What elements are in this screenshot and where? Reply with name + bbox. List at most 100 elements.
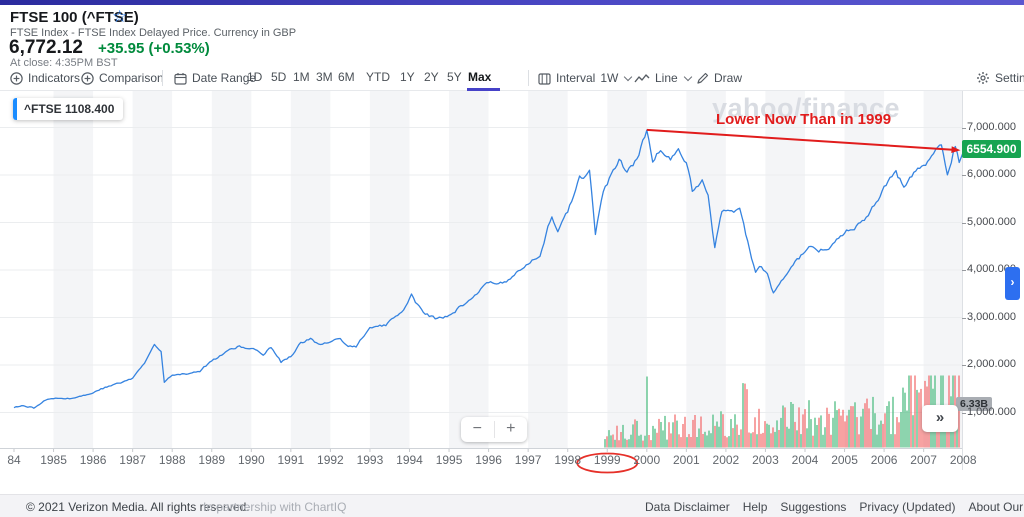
- footer-link[interactable]: Help: [742, 500, 768, 514]
- y-axis-tick: [962, 127, 966, 129]
- x-axis-label: 1999: [593, 453, 621, 467]
- settings-label: Settings: [995, 71, 1024, 85]
- interval-dropdown[interactable]: Interval 1W: [538, 66, 633, 90]
- current-price: 6,772.12: [9, 37, 83, 58]
- trend-arrow: [646, 128, 961, 154]
- y-axis: 7,000.000 6,000.000 5,000.000 4,000.000 3,00…: [962, 91, 1024, 451]
- y-axis-tick: [962, 222, 966, 224]
- toolbar-divider: [162, 70, 163, 86]
- x-axis-label: 1995: [435, 453, 463, 467]
- y-axis-tick: [962, 412, 966, 414]
- interval-value: 1W: [600, 71, 619, 85]
- page-title: FTSE 100 (^FTSE): [10, 9, 139, 26]
- copyright-text: © 2021 Verizon Media. All rights reserve…: [26, 500, 250, 514]
- y-axis-tick: [962, 270, 966, 271]
- calendar-icon: [174, 72, 187, 85]
- zoom-out-button[interactable]: −: [472, 420, 482, 437]
- x-axis-label: 1989: [198, 453, 226, 467]
- y-axis-label: 4,000.000: [967, 263, 1016, 275]
- y-axis-label: 1,000.000: [967, 405, 1016, 418]
- page-footer: © 2021 Verizon Media. All rights reserve…: [0, 494, 1024, 517]
- x-axis-label: 1997: [514, 453, 542, 467]
- date-range-label: Date Range: [192, 71, 257, 85]
- y-axis-label: 3,000.000: [967, 310, 1016, 323]
- range-6m[interactable]: 6M: [338, 70, 355, 84]
- x-axis-label: 1990: [237, 453, 265, 467]
- legend-text: ^FTSE 1108.400: [24, 102, 115, 116]
- chart-type-label: Line: [655, 71, 678, 85]
- footer-link[interactable]: About Our Ads: [968, 500, 1024, 514]
- y-axis-label: 2,000.000: [967, 358, 1016, 370]
- line-chart-icon: [634, 73, 650, 82]
- footer-links: Data Disclaimer Help Suggestions Privacy (U…: [645, 500, 1024, 514]
- x-axis-label: 1992: [317, 453, 344, 467]
- x-axis-label: 1988: [158, 453, 186, 467]
- chevron-down-icon: [683, 72, 692, 81]
- chartiq-partnership-text: In partnership with ChartIQ: [203, 500, 347, 514]
- x-axis-label: 2002: [712, 453, 740, 467]
- comparison-button[interactable]: Comparison: [81, 66, 164, 90]
- range-5d[interactable]: 5D: [271, 70, 287, 84]
- x-axis-label: 1996: [475, 453, 502, 467]
- range-5y[interactable]: 5Y: [447, 70, 462, 84]
- legend-color-bar: [13, 98, 17, 120]
- x-axis-label: 1985: [40, 453, 67, 467]
- top-accent-bar: [0, 0, 1024, 5]
- price-line: [13, 129, 962, 409]
- range-1y[interactable]: 1Y: [400, 70, 415, 84]
- x-axis: 84 1985 1986 1987 1988 1989 1990 1991 1992 1993 19…: [0, 453, 1024, 469]
- gridlines: [0, 127, 962, 413]
- circled-year-ellipse: [576, 452, 639, 474]
- comparison-label: Comparison: [99, 71, 164, 85]
- price-chart[interactable]: [0, 91, 962, 475]
- plus-circle-icon: [10, 71, 23, 85]
- draw-label: Draw: [714, 71, 743, 85]
- x-axis-label: 2007: [910, 453, 937, 467]
- x-axis-label: 1991: [277, 453, 305, 467]
- x-axis-label: 1998: [554, 453, 582, 467]
- footer-link[interactable]: Suggestions: [780, 500, 847, 514]
- x-axis-border: [0, 448, 962, 449]
- x-axis-label: 2006: [870, 453, 898, 467]
- y-axis-label: 6,000.000: [967, 168, 1016, 180]
- x-axis-label: 1993: [356, 453, 384, 467]
- plus-circle-icon: [81, 71, 94, 85]
- range-2y[interactable]: 2Y: [424, 70, 439, 84]
- zoom-divider: [493, 421, 495, 438]
- x-axis-label: 1994: [396, 453, 423, 467]
- range-1d[interactable]: 1D: [247, 70, 263, 84]
- x-axis-label: 1986: [79, 453, 107, 467]
- settings-button[interactable]: Settings: [976, 66, 1024, 90]
- y-axis-label: 7,000.000: [967, 120, 1016, 133]
- range-3m[interactable]: 3M: [316, 70, 333, 84]
- x-axis-label: 84: [7, 453, 21, 467]
- chart-legend: ^FTSE 1108.400: [13, 98, 124, 120]
- y-axis-label: 5,000.000: [967, 215, 1016, 228]
- interval-icon: [538, 72, 551, 85]
- volume-badge: 6.33B: [956, 397, 993, 411]
- zoom-controls: − +: [461, 417, 527, 442]
- price-change: +35.95 (+0.53%): [98, 40, 210, 57]
- watchlist-star-icon[interactable]: ☆: [112, 7, 128, 26]
- range-1m[interactable]: 1M: [293, 70, 310, 84]
- interval-label: Interval: [556, 71, 596, 85]
- gear-icon: [977, 72, 989, 84]
- zoom-in-button[interactable]: +: [506, 420, 516, 437]
- side-panel-button[interactable]: ›: [1005, 267, 1020, 300]
- footer-link[interactable]: Privacy (Updated): [859, 500, 956, 514]
- chevron-down-icon: [624, 72, 633, 81]
- range-max[interactable]: Max: [468, 70, 492, 84]
- range-ytd[interactable]: YTD: [366, 70, 390, 84]
- y-axis-tick: [962, 365, 966, 366]
- date-range-button[interactable]: Date Range: [174, 66, 256, 90]
- indicators-button[interactable]: Indicators: [10, 66, 80, 90]
- expand-panel-button[interactable]: »: [922, 405, 958, 432]
- chart-type-dropdown[interactable]: Line: [634, 66, 692, 90]
- y-axis-border: [962, 91, 963, 470]
- footer-link[interactable]: Data Disclaimer: [645, 500, 730, 514]
- last-price-badge: 6554.900: [962, 140, 1021, 158]
- draw-button[interactable]: Draw: [696, 66, 742, 90]
- active-range-underline: [467, 88, 500, 91]
- y-axis-tick: [962, 317, 966, 319]
